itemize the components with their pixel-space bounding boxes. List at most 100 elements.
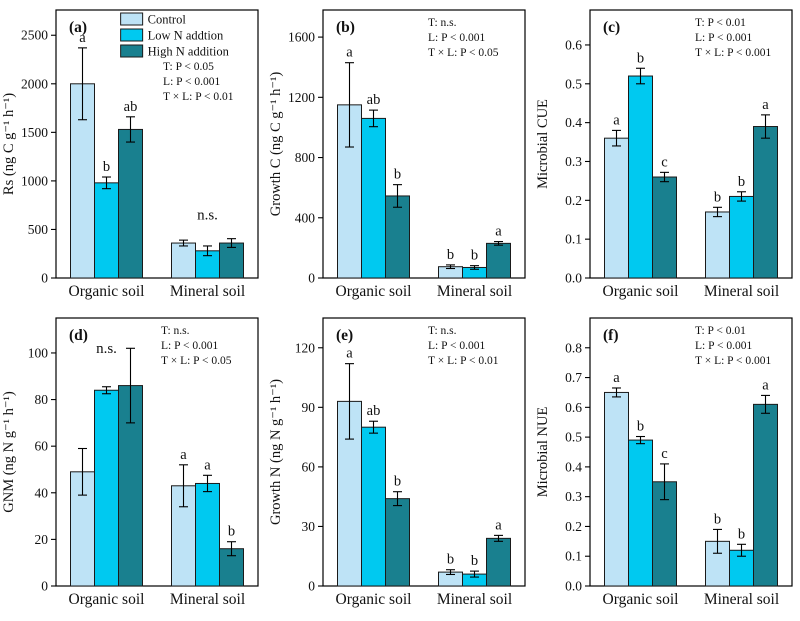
y-tick-label: 60 xyxy=(35,439,49,454)
axis-frame xyxy=(55,317,259,587)
significance-letter: b xyxy=(103,159,110,175)
y-tick-label: 0 xyxy=(41,271,48,286)
axis-frame xyxy=(589,9,793,279)
stats-line: T: n.s. xyxy=(428,17,457,29)
bar-organic-2 xyxy=(361,117,386,279)
significance-letter: a xyxy=(79,30,86,46)
stats-line: T × L: P < 0.05 xyxy=(161,355,232,367)
chart-panel-f: 0.0 0.1 0.2 0.3 0.4 0.5 0.6 0.7 0.8 Microbial NUE… xyxy=(534,308,800,616)
y-axis-title: Microbial CUE xyxy=(535,99,551,189)
y-tick-label: 0.8 xyxy=(565,340,582,355)
stats-line: T × L: P < 0.05 xyxy=(428,47,499,59)
significance-letter: a xyxy=(180,447,187,463)
panel-label: (c) xyxy=(603,19,620,36)
significance-letter: b xyxy=(637,50,644,66)
bar-chart-b: 0 400 800 1200 1600 Growth C (ng C g⁻¹ h⁻¹) a a… xyxy=(268,9,526,300)
y-tick-label: 0.1 xyxy=(565,232,582,247)
significance-letter: ab xyxy=(367,92,381,108)
y-tick-label: 30 xyxy=(302,519,316,534)
bar-organic-1 xyxy=(604,137,629,279)
bar-organic-3 xyxy=(385,195,410,279)
stats-line: T: P < 0.01 xyxy=(695,325,746,337)
y-tick-label: 90 xyxy=(302,400,316,415)
significance-letter: b xyxy=(394,474,401,490)
significance-letter: b xyxy=(714,511,721,527)
legend-swatch xyxy=(120,28,144,42)
y-axis-title: Rs (ng C g⁻¹ h⁻¹) xyxy=(1,93,17,195)
stats-line: L: P < 0.001 xyxy=(428,32,485,44)
significance-letter: a xyxy=(346,45,353,61)
bar-chart-c: 0.0 0.1 0.2 0.3 0.4 0.5 0.6 Microbial CUE a b c Org… xyxy=(535,9,793,300)
y-tick-label: 0 xyxy=(41,579,48,594)
y-tick-label: 800 xyxy=(295,150,316,165)
y-tick-label: 0.6 xyxy=(565,400,582,415)
stats-line: L: P < 0.001 xyxy=(695,340,752,352)
significance-letter: b xyxy=(447,247,454,263)
significance-letter: b xyxy=(471,553,478,569)
y-tick-label: 0.2 xyxy=(565,519,582,534)
y-tick-label: 0.0 xyxy=(565,579,582,594)
significance-letter: a xyxy=(762,97,769,113)
bar-chart-f: 0.0 0.1 0.2 0.3 0.4 0.5 0.6 0.7 0.8 Microbial NUE… xyxy=(535,317,793,608)
axis-frame xyxy=(589,317,793,587)
significance-letter: c xyxy=(661,446,667,462)
bar-mineral-3 xyxy=(753,126,778,279)
legend-label: Low N addtion xyxy=(148,29,224,43)
y-tick-label: 1500 xyxy=(21,125,48,140)
bar-mineral-2 xyxy=(195,482,220,587)
y-tick-label: 1600 xyxy=(288,30,315,45)
significance-letter: c xyxy=(661,154,667,170)
bar-organic-2 xyxy=(94,389,119,587)
significance-letter: a xyxy=(495,517,502,533)
stats-line: L: P < 0.001 xyxy=(695,32,752,44)
y-tick-label: 0.3 xyxy=(565,489,582,504)
x-category-label: Organic soil xyxy=(69,283,145,300)
x-category-label: Organic soil xyxy=(603,591,679,608)
significance-letter: a xyxy=(613,112,620,128)
y-tick-label: 0.5 xyxy=(565,76,582,91)
legend-label: Control xyxy=(148,13,187,27)
significance-letter: a xyxy=(204,457,211,473)
group-significance-label: n.s. xyxy=(96,341,117,357)
chart-panel-c: 0.0 0.1 0.2 0.3 0.4 0.5 0.6 Microbial CUE a b c Org… xyxy=(534,0,800,308)
y-tick-label: 500 xyxy=(28,222,49,237)
y-tick-label: 0.4 xyxy=(565,115,582,130)
significance-letter: b xyxy=(471,248,478,264)
stats-line: T × L: P < 0.01 xyxy=(428,355,499,367)
y-tick-label: 0.3 xyxy=(565,154,582,169)
stats-line: T: P < 0.01 xyxy=(695,17,746,29)
y-tick-label: 40 xyxy=(35,485,49,500)
axis-frame xyxy=(322,317,526,587)
y-axis-title: GNM (ng N g⁻¹ h⁻¹) xyxy=(1,391,17,513)
bar-organic-2 xyxy=(628,75,653,279)
bar-mineral-2 xyxy=(729,195,754,279)
significance-letter: ab xyxy=(367,403,381,419)
axis-frame xyxy=(55,9,259,279)
x-category-label: Organic soil xyxy=(336,283,412,300)
significance-letter: b xyxy=(738,174,745,190)
x-category-label: Organic soil xyxy=(336,591,412,608)
legend-swatch xyxy=(120,12,144,26)
bar-organic-2 xyxy=(94,182,119,279)
bar-mineral-1 xyxy=(171,242,196,279)
significance-letter: b xyxy=(394,167,401,183)
bar-mineral-3 xyxy=(486,242,511,279)
x-category-label: Organic soil xyxy=(603,283,679,300)
significance-letter: a xyxy=(613,370,620,386)
group-significance-label: n.s. xyxy=(197,208,218,224)
y-tick-label: 0.5 xyxy=(565,430,582,445)
stats-line: T × L: P < 0.001 xyxy=(695,355,771,367)
y-tick-label: 0.1 xyxy=(565,549,582,564)
y-tick-label: 60 xyxy=(302,459,316,474)
bar-mineral-3 xyxy=(753,403,778,587)
stats-line: T: n.s. xyxy=(161,325,190,337)
chart-panel-e: 0 30 60 90 120 Growth N (ng N g⁻¹ h⁻¹) a ab b Org… xyxy=(267,308,533,616)
y-tick-label: 0.6 xyxy=(565,37,582,52)
y-tick-label: 0.7 xyxy=(565,370,582,385)
bar-mineral-1 xyxy=(705,211,730,279)
significance-letter: b xyxy=(738,526,745,542)
y-tick-label: 0.0 xyxy=(565,271,582,286)
